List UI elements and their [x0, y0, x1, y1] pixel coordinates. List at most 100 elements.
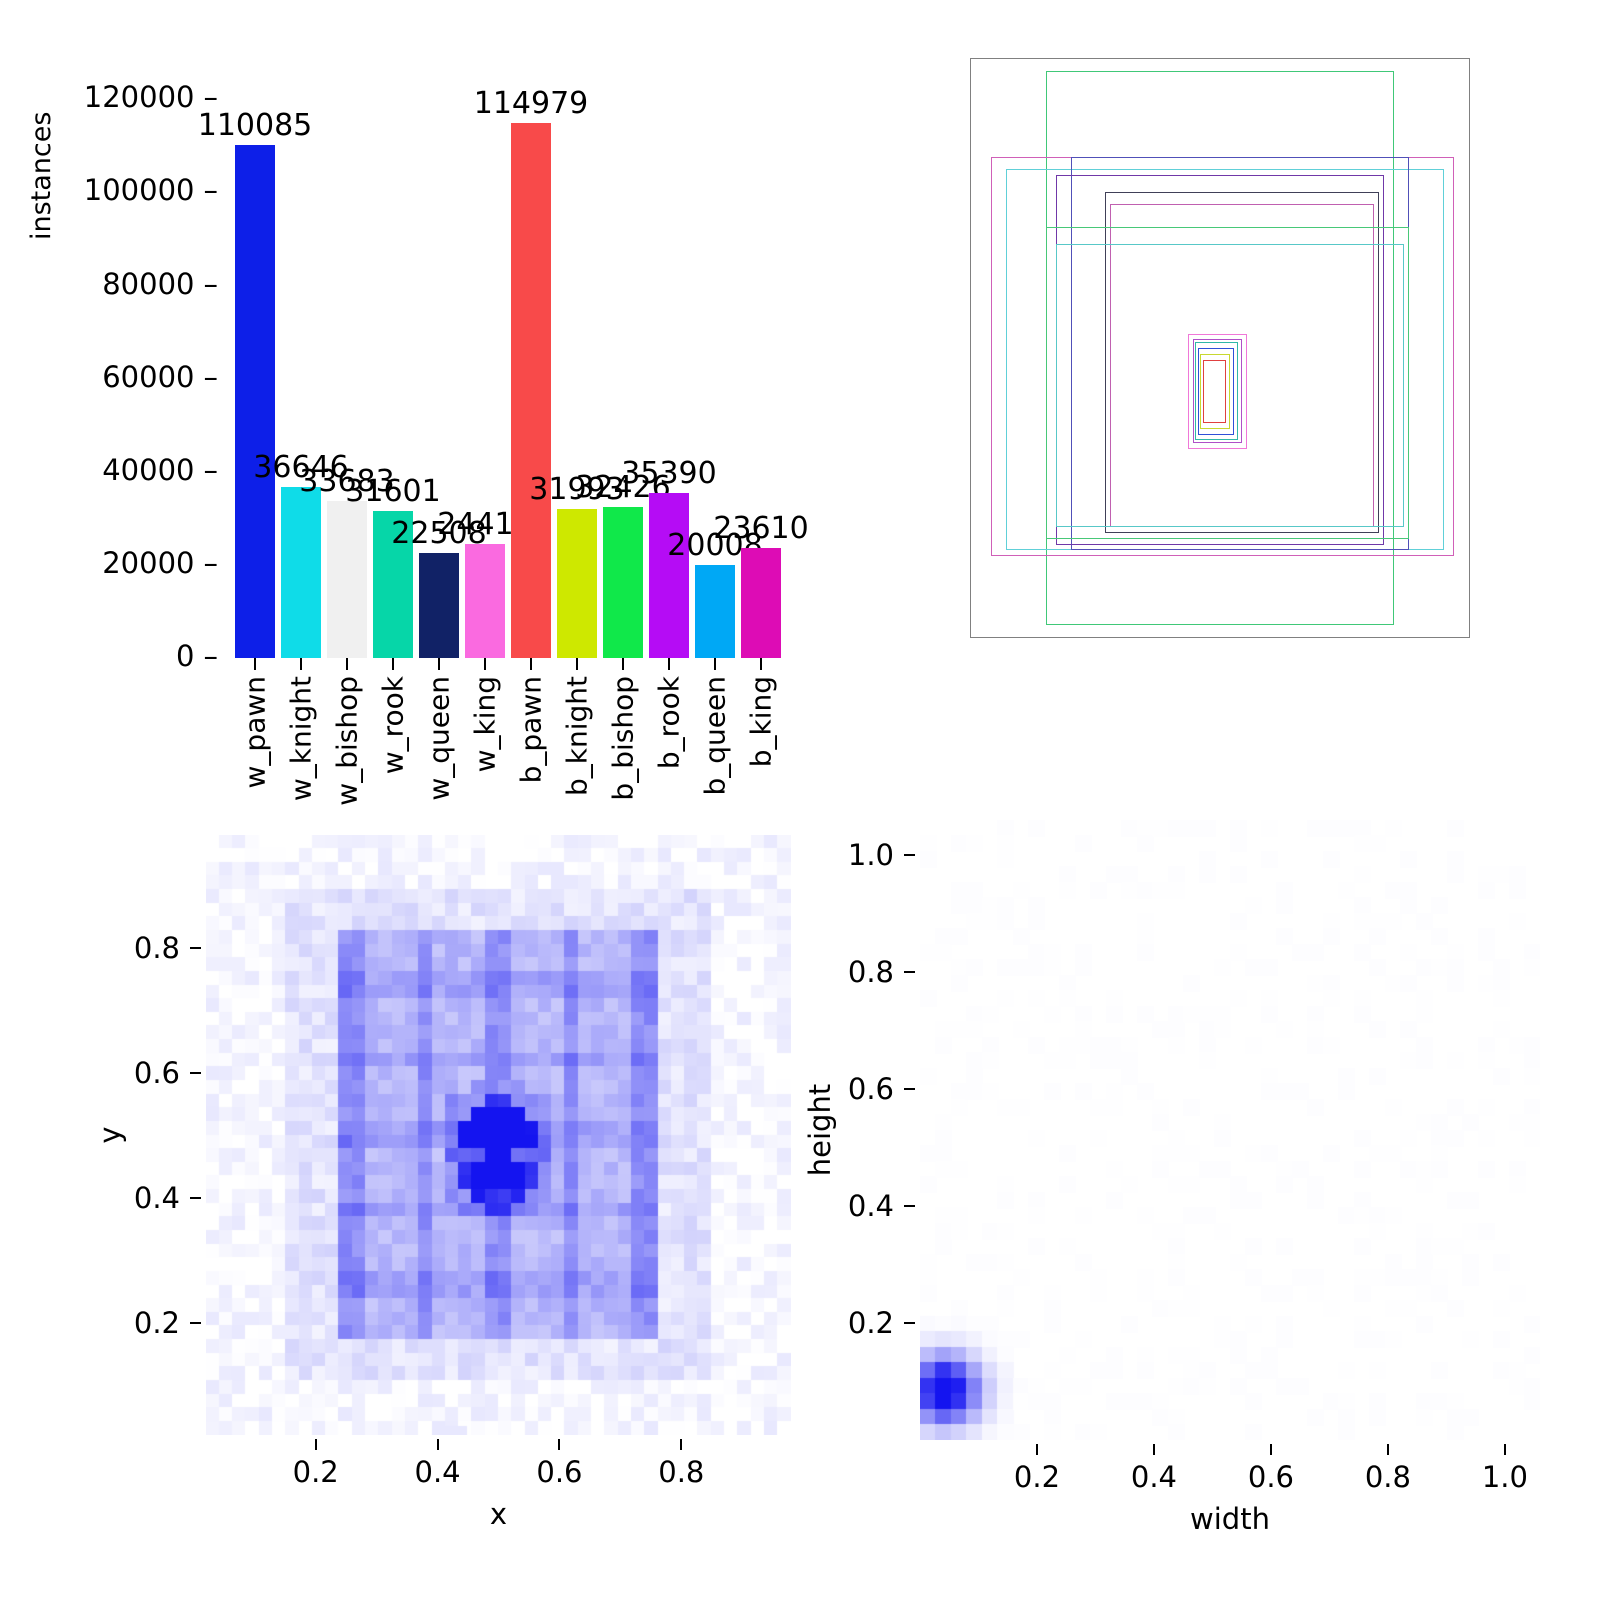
bar-column[interactable]: 31601 w_rook — [345, 0, 440, 774]
wh-x-tick-label: 0.4 — [1130, 1460, 1178, 1494]
xy-y-tick-mark — [190, 1196, 201, 1199]
bar-x-tick-label: b_king — [744, 676, 778, 768]
bar-x-tick-mark — [530, 658, 532, 670]
wh-y-tick-mark — [904, 1088, 915, 1091]
bar-chart-y-tick-label: 60000 — [102, 359, 195, 394]
bar-rect[interactable] — [327, 501, 367, 658]
xy-y-tick-mark — [190, 946, 201, 949]
bar-rect[interactable] — [465, 544, 505, 658]
bar-chart-y-tick: 0– — [38, 639, 218, 673]
wh-x-tick-mark — [1386, 1444, 1389, 1455]
bar-x-tick-mark — [484, 658, 486, 670]
bar-x-tick-label: w_bishop — [330, 676, 364, 806]
bar-chart-y-axis-ticks: 0–20000–40000–60000–80000–100000–120000– — [30, 0, 218, 800]
wh-y-tick-mark — [904, 1205, 915, 1208]
bar-value-label: 110085 — [197, 108, 313, 144]
wh-x-tick-mark — [1152, 1444, 1155, 1455]
bar-column[interactable]: 32426 b_bishop — [575, 0, 670, 801]
bar-chart-y-tick-mark: – — [203, 545, 219, 580]
xy-heatmap-canvas — [206, 835, 791, 1435]
wh-y-tick-label: 0.8 — [847, 955, 894, 990]
xy-x-axis-title: x — [489, 1497, 508, 1531]
xy-x-tick-label: 0.2 — [292, 1455, 339, 1489]
bar-rect[interactable] — [649, 493, 689, 658]
xy-x-tick-mark — [314, 1439, 317, 1450]
bar-x-tick-label: b_pawn — [514, 676, 548, 784]
bar-chart-y-tick: 20000– — [38, 546, 218, 580]
bar-rect[interactable] — [373, 510, 413, 658]
bar-column[interactable]: 22508 w_queen — [391, 0, 486, 801]
bar-chart-y-tick-mark: – — [203, 80, 219, 115]
bar-column[interactable]: 35390 b_rook — [621, 0, 716, 769]
bar-x-tick-mark — [760, 658, 762, 670]
bar-value-label: 31993 — [529, 472, 625, 508]
wh-x-tick-mark — [1503, 1444, 1506, 1455]
bar-column[interactable]: 20008 b_queen — [667, 0, 762, 795]
bar-value-label: 36646 — [253, 450, 349, 486]
wh-y-tick-mark — [904, 971, 915, 974]
bar-rect[interactable] — [695, 564, 735, 658]
xy-y-tick-label: 0.8 — [133, 930, 180, 965]
bbox-rect — [1200, 353, 1230, 429]
bar-x-tick-label: b_knight — [560, 676, 594, 797]
xy-y-tick-label: 0.6 — [133, 1055, 180, 1090]
bar-chart-y-tick-mark: – — [203, 639, 219, 673]
bar-x-tick-mark — [714, 658, 716, 670]
bar-column[interactable]: 110085 w_pawn — [198, 0, 313, 789]
bar-chart-plot-area: 110085 w_pawn 36646 w_knight 33683 w_bishop 31… — [198, 0, 809, 806]
wh-x-tick-label: 0.2 — [1013, 1460, 1061, 1494]
xy-x-tick-label: 0.4 — [414, 1455, 461, 1489]
bbox-rect — [1198, 348, 1234, 435]
bar-chart-y-tick-mark: – — [203, 173, 219, 208]
bar-x-tick-label: w_rook — [376, 676, 410, 775]
wh-x-tick-label: 0.6 — [1247, 1460, 1294, 1494]
bar-column[interactable]: 33683 w_bishop — [299, 0, 394, 806]
bar-x-tick-mark — [668, 658, 670, 670]
xy-x-tick-mark — [680, 1439, 683, 1450]
wh-y-tick-mark — [904, 1322, 915, 1325]
bar-rect[interactable] — [281, 487, 321, 658]
bar-rect[interactable] — [741, 548, 781, 658]
bar-x-tick-mark — [622, 658, 624, 670]
bar-chart-y-tick-label: 100000 — [83, 173, 195, 208]
bbox-rect — [1192, 339, 1243, 444]
wh-heatmap-canvas — [920, 820, 1540, 1440]
bar-x-tick-label: w_queen — [422, 676, 456, 801]
bar-chart-y-tick: 100000– — [38, 173, 218, 207]
bar-x-tick-mark — [346, 658, 348, 670]
bar-rect[interactable] — [603, 507, 643, 658]
xy-x-tick-mark — [558, 1439, 561, 1450]
bar-x-tick-label: w_knight — [284, 676, 318, 802]
bar-column[interactable]: 36646 w_knight — [253, 0, 348, 801]
bar-rect[interactable] — [235, 145, 275, 658]
bar-rect[interactable] — [511, 122, 551, 658]
wh-histogram-plot: 0.2 0.4 0.6 0.8 1.0 0.2 0.4 0.6 0.8 1.0 width heigh… — [800, 800, 1600, 1600]
bar-chart-y-tick-label: 80000 — [102, 266, 195, 301]
wh-y-tick-label: 0.6 — [847, 1072, 894, 1107]
bar-chart-y-tick-mark: – — [203, 359, 219, 394]
bar-column[interactable]: 23610 b_king — [713, 0, 808, 768]
bar-value-label: 33683 — [299, 464, 395, 500]
bar-x-tick-mark — [576, 658, 578, 670]
bar-value-label: 35390 — [621, 456, 717, 492]
bar-column[interactable]: 114979 b_pawn — [474, 0, 589, 783]
bar-x-tick-mark — [300, 658, 302, 670]
bar-chart-y-tick-label: 40000 — [102, 452, 195, 487]
bar-x-tick-label: w_king — [468, 676, 502, 773]
xy-y-tick-label: 0.4 — [133, 1180, 180, 1215]
xy-y-axis-title: y — [93, 1126, 127, 1144]
wh-x-axis-title: width — [1190, 1502, 1270, 1536]
wh-x-tick-label: 1.0 — [1481, 1460, 1528, 1494]
bar-rect[interactable] — [557, 509, 597, 658]
bar-chart-y-tick-label: 20000 — [102, 545, 195, 580]
xy-y-tick-label: 0.2 — [133, 1305, 180, 1340]
bar-rect[interactable] — [419, 553, 459, 658]
bar-column[interactable]: 31993 b_knight — [529, 0, 624, 796]
xy-y-tick-mark — [190, 1071, 201, 1074]
bar-x-tick-label: w_pawn — [238, 676, 272, 789]
bar-value-label: 23610 — [713, 511, 809, 547]
bbox-rect — [1202, 359, 1227, 424]
wh-y-tick-label: 0.4 — [847, 1189, 894, 1224]
xy-y-tick-mark — [190, 1321, 201, 1324]
bbox-rect — [1187, 333, 1248, 450]
